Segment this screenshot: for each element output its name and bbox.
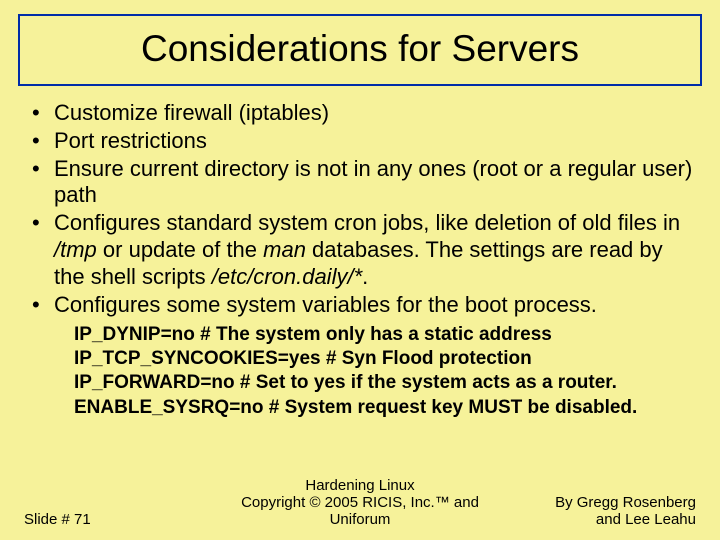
footer-center-line: Hardening Linux	[216, 477, 504, 494]
config-line: ENABLE_SYSRQ=no # System request key MUS…	[74, 396, 694, 420]
list-item: Configures some system variables for the…	[26, 292, 694, 319]
bullet-list: Customize firewall (iptables) Port restr…	[26, 100, 694, 319]
footer-right: By Gregg Rosenberg and Lee Leahu	[504, 494, 696, 528]
title-box: Considerations for Servers	[18, 14, 702, 86]
footer-right-line: and Lee Leahu	[504, 511, 696, 528]
bullet-text: Configures standard system cron jobs, li…	[54, 210, 680, 289]
bullet-text: Ensure current directory is not in any o…	[54, 156, 692, 208]
footer: Slide # 71 Hardening Linux Copyright © 2…	[18, 475, 702, 530]
bullet-text: Port restrictions	[54, 128, 207, 153]
list-item: Port restrictions	[26, 128, 694, 155]
bullet-text: Configures some system variables for the…	[54, 292, 597, 317]
list-item: Ensure current directory is not in any o…	[26, 156, 694, 210]
footer-center-line: Copyright © 2005 RICIS, Inc.™ and Unifor…	[216, 494, 504, 528]
body-area: Customize firewall (iptables) Port restr…	[18, 100, 702, 475]
footer-left: Slide # 71	[24, 511, 216, 528]
slide-title: Considerations for Servers	[28, 28, 692, 70]
slide: Considerations for Servers Customize fir…	[0, 0, 720, 540]
config-block: IP_DYNIP=no # The system only has a stat…	[26, 323, 694, 420]
bullet-text: Customize firewall (iptables)	[54, 100, 329, 125]
footer-center: Hardening Linux Copyright © 2005 RICIS, …	[216, 477, 504, 528]
config-line: IP_FORWARD=no # Set to yes if the system…	[74, 371, 694, 395]
config-line: IP_DYNIP=no # The system only has a stat…	[74, 323, 694, 347]
list-item: Customize firewall (iptables)	[26, 100, 694, 127]
footer-right-line: By Gregg Rosenberg	[504, 494, 696, 511]
list-item: Configures standard system cron jobs, li…	[26, 210, 694, 290]
config-line: IP_TCP_SYNCOOKIES=yes # Syn Flood protec…	[74, 347, 694, 371]
